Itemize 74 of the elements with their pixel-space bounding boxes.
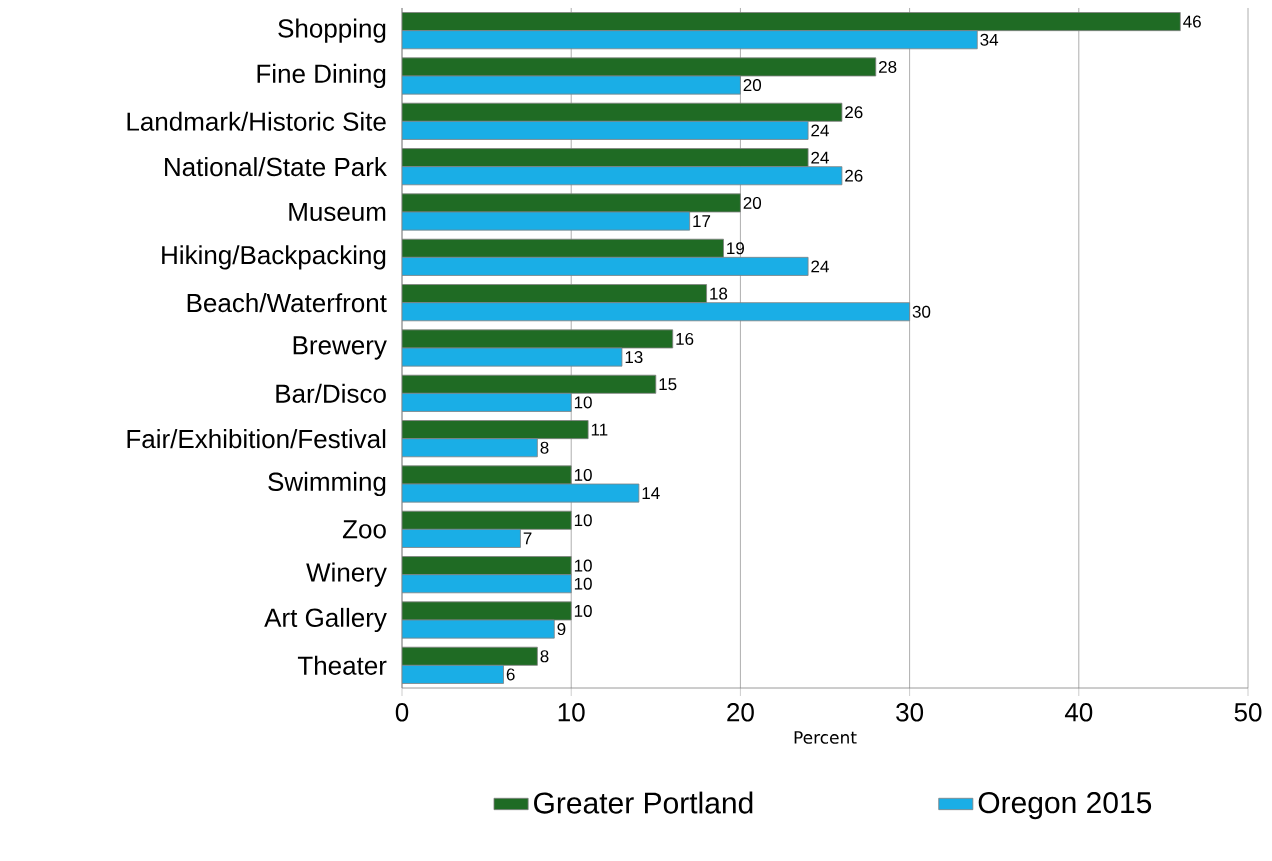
x-axis-title: Percent: [794, 731, 857, 744]
data-label: 19: [727, 242, 744, 255]
bar: [402, 256, 809, 276]
data-label: 8: [540, 441, 549, 454]
y-tick-label: Hiking/Backpacking: [162, 245, 386, 270]
data-label: 30: [912, 305, 931, 318]
y-tick-label: Theater: [297, 655, 387, 675]
y-tick-label: Art Gallery: [264, 607, 387, 633]
data-label: 10: [574, 559, 592, 572]
y-tick-label: Museum: [289, 202, 386, 222]
bar: [402, 438, 538, 458]
y-tick-label: Zoo: [342, 520, 386, 539]
data-label: 24: [811, 151, 829, 164]
legend-label: Oregon 2015: [978, 792, 1152, 820]
data-label: 10: [574, 396, 592, 409]
data-label: 46: [1183, 15, 1201, 28]
data-label: 10: [574, 468, 592, 481]
y-tick-label: National/State Park: [165, 157, 387, 177]
data-label: 26: [845, 106, 863, 119]
bar: [402, 166, 843, 186]
data-label: 6: [506, 668, 515, 681]
x-tick-label: 50: [1234, 703, 1262, 722]
data-label: 34: [980, 33, 999, 46]
data-label: 28: [879, 60, 897, 73]
bar: [402, 392, 572, 412]
y-tick-label: Fair/Exhibition/Festival: [127, 429, 386, 449]
legend-label: Greater Portland: [534, 791, 753, 814]
bar: [402, 102, 843, 122]
y-tick-label: Landmark/Historic Site: [127, 111, 386, 131]
x-tick-label: 20: [727, 703, 754, 722]
bar: [402, 574, 572, 594]
data-label: 8: [540, 650, 549, 663]
bar: [402, 646, 538, 666]
y-tick-label: Fine Dining: [257, 63, 386, 89]
bar: [402, 420, 589, 440]
x-tick-label: 40: [1064, 703, 1093, 722]
bar: [402, 12, 1181, 32]
bar: [402, 148, 809, 168]
data-label: 10: [574, 514, 592, 527]
data-label: 13: [625, 351, 643, 364]
bar: [402, 120, 809, 140]
bar: [402, 238, 724, 258]
y-tick-label: Swimming: [268, 471, 386, 497]
data-label: 11: [591, 423, 608, 436]
bar: [402, 374, 657, 394]
data-label: 26: [845, 169, 863, 182]
x-tick-label: 0: [395, 703, 409, 722]
y-tick-label: Brewery: [293, 336, 387, 360]
x-tick-label: 30: [896, 703, 924, 722]
y-tick-label: Beach/Waterfront: [187, 293, 387, 313]
data-label: 20: [743, 79, 762, 92]
data-label: 15: [659, 378, 677, 391]
bar: [402, 284, 707, 304]
data-label: 7: [523, 532, 532, 545]
data-label: 14: [642, 487, 660, 499]
bar: [402, 302, 911, 322]
y-tick-label: Bar/Disco: [276, 383, 386, 403]
bar: [402, 30, 978, 50]
x-tick-label: 10: [558, 703, 585, 722]
data-label: 18: [710, 287, 728, 300]
data-label: 10: [574, 577, 592, 590]
bar: [402, 528, 521, 548]
data-label: 20: [743, 196, 762, 209]
data-label: 24: [811, 124, 829, 137]
y-tick-label: Winery: [306, 562, 387, 587]
bar: [402, 664, 504, 684]
y-tick-label: Shopping: [278, 18, 386, 43]
data-label: 10: [574, 604, 592, 617]
data-label: 9: [557, 623, 566, 636]
data-label: 24: [811, 260, 829, 273]
bar: [402, 556, 572, 576]
data-label: 16: [676, 332, 694, 345]
bar: [402, 510, 572, 530]
data-label: 17: [693, 215, 711, 227]
